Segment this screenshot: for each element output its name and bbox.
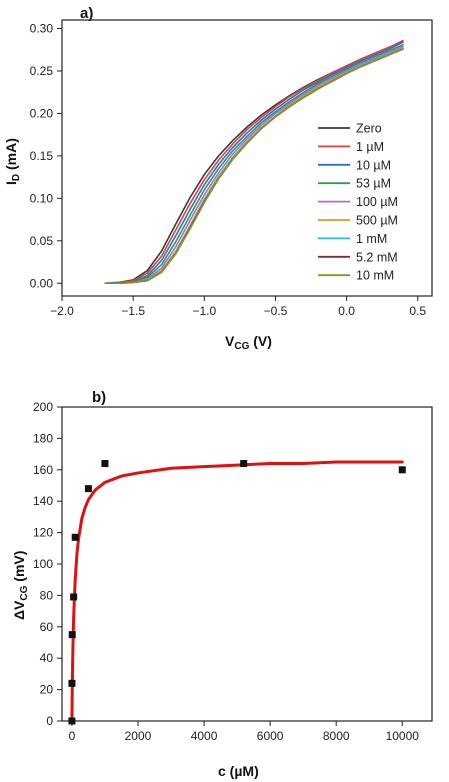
panel-b-y-axis-label: ΔVCG (mV)	[11, 551, 30, 620]
y-tick-label: 20	[40, 683, 54, 697]
panel-b-label: b)	[92, 389, 106, 406]
y-tick-label: 60	[40, 620, 54, 634]
panel-a: a) −2.0 −1.5 −1.0 −0.5 0.0 0.5 0.000.050.100.…	[3, 5, 433, 352]
legend-entry: 53 µM	[356, 177, 391, 191]
data-point	[68, 631, 76, 639]
panel-b-frame	[61, 406, 433, 722]
panel-a-series	[104, 39, 404, 285]
y-tick-label: 0.10	[30, 191, 54, 205]
y-tick-label: 100	[33, 557, 53, 571]
x-tick-label: 6000	[257, 729, 284, 743]
legend-entry: 1 mM	[356, 232, 387, 246]
x-tick-label: −2.0	[50, 304, 74, 318]
x-tick-label: 0.5	[409, 304, 426, 318]
panel-a-label: a)	[80, 5, 93, 22]
panel-a-x-axis-label: VCG (V)	[225, 333, 272, 352]
y-tick-label: 140	[33, 494, 53, 508]
x-tick-label: 0	[69, 729, 76, 743]
legend-entry: 100 µM	[356, 195, 398, 209]
data-point	[68, 679, 76, 687]
y-tick-label: 0.15	[30, 149, 54, 163]
data-point	[68, 717, 76, 725]
x-tick-label: −1.5	[121, 304, 145, 318]
panel-b-y-ticks: 0 20 40 60 80 100 120 140 160 180 200	[33, 400, 62, 728]
x-tick-label: 8000	[323, 729, 350, 743]
x-tick-label: −1.0	[192, 304, 216, 318]
panel-b-x-axis-label: c (µM)	[218, 763, 259, 779]
x-tick-label: 2000	[125, 729, 152, 743]
x-tick-label: 0.0	[338, 304, 355, 318]
x-tick-label: −0.5	[264, 304, 288, 318]
y-tick-label: 200	[33, 400, 53, 414]
series-line-2	[104, 41, 404, 285]
series-line-4	[104, 45, 404, 285]
legend-entry: 5.2 mM	[356, 250, 398, 264]
legend-entry: 10 µM	[356, 158, 391, 172]
fit-curve	[70, 460, 404, 723]
legend-entry: 500 µM	[356, 214, 398, 228]
y-tick-label: 0.25	[30, 64, 54, 78]
panel-a-y-axis-label: ID (mA)	[3, 138, 22, 185]
data-point	[101, 460, 109, 468]
panel-b-x-ticks: 0 2000 4000 6000 8000 10000	[69, 721, 420, 743]
data-point	[84, 485, 92, 493]
y-tick-label: 160	[33, 463, 53, 477]
panel-a-y-ticks: 0.00 0.05 0.10 0.15 0.20 0.25 0.30	[30, 21, 62, 290]
y-tick-label: 120	[33, 526, 53, 540]
y-tick-label: 0	[46, 714, 53, 728]
y-tick-label: 0.30	[30, 21, 54, 35]
data-point	[71, 533, 79, 541]
y-tick-label: 40	[40, 651, 54, 665]
series-line-1	[104, 39, 404, 285]
y-tick-label: 0.05	[30, 234, 54, 248]
data-point	[70, 593, 78, 601]
panel-b-points	[68, 460, 406, 725]
x-tick-label: 4000	[191, 729, 218, 743]
panel-a-legend: Zero 1 µM 10 µM 53 µM 100 µM 500 µM 1 mM 5.2 mM…	[318, 122, 398, 283]
y-tick-label: 180	[33, 431, 53, 445]
y-tick-label: 0.00	[30, 276, 54, 290]
panel-a-frame	[61, 19, 433, 297]
x-tick-label: 10000	[386, 729, 420, 743]
legend-entry: Zero	[356, 122, 382, 136]
data-point	[398, 466, 406, 474]
legend-entry: 10 mM	[356, 269, 394, 283]
panel-a-x-ticks: −2.0 −1.5 −1.0 −0.5 0.0 0.5	[50, 296, 426, 318]
y-tick-label: 80	[40, 588, 54, 602]
legend-entry: 1 µM	[356, 140, 384, 154]
data-point	[240, 460, 248, 468]
series-line-3	[104, 43, 404, 285]
panel-b-fit	[70, 460, 404, 723]
panel-b: b) 0 2000 4000 6000 8000 10000 0 20 40 60 80 100 12…	[11, 389, 433, 779]
y-tick-label: 0.20	[30, 106, 54, 120]
series-line-8	[104, 48, 404, 285]
